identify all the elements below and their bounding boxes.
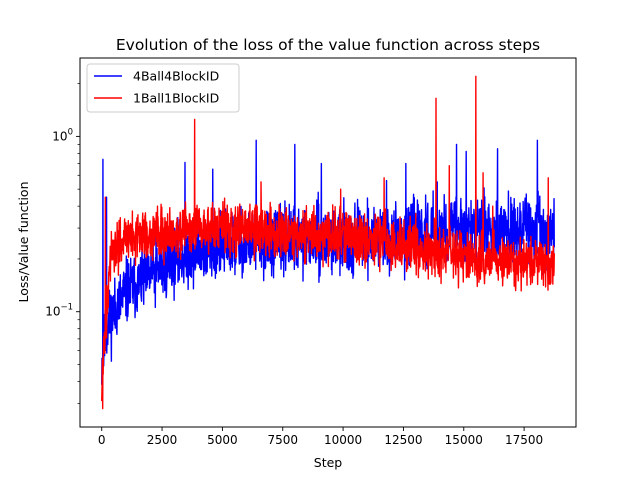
x-tick-label: 10000	[324, 433, 362, 447]
x-tick-label: 17500	[505, 433, 543, 447]
series-layer	[101, 75, 555, 410]
chart-title: Evolution of the loss of the value funct…	[116, 36, 540, 54]
y-tick-label: 100	[52, 127, 73, 143]
x-tick-label: 0	[98, 433, 106, 447]
x-tick-label: 12500	[384, 433, 422, 447]
x-axis: 0 2500 5000 7500 10000 12500 15000 17500	[98, 427, 543, 447]
legend-label-1ball1blockid: 1Ball1BlockID	[133, 91, 219, 106]
x-axis-label: Step	[314, 455, 343, 470]
x-tick-label: 15000	[445, 433, 483, 447]
legend-box	[86, 63, 240, 113]
legend: 4Ball4BlockID 1Ball1BlockID	[86, 63, 240, 113]
legend-label-4ball4blockid: 4Ball4BlockID	[133, 69, 219, 84]
x-tick-label: 7500	[267, 433, 298, 447]
series-line-1ball1blockid	[101, 75, 555, 410]
x-tick-label: 5000	[207, 433, 238, 447]
y-axis: 10−1 100	[45, 83, 80, 404]
y-axis-label: Loss/Value function	[16, 182, 31, 303]
y-tick-label: 10−1	[45, 303, 73, 319]
plot-frame	[79, 57, 577, 428]
x-tick-label: 2500	[147, 433, 178, 447]
